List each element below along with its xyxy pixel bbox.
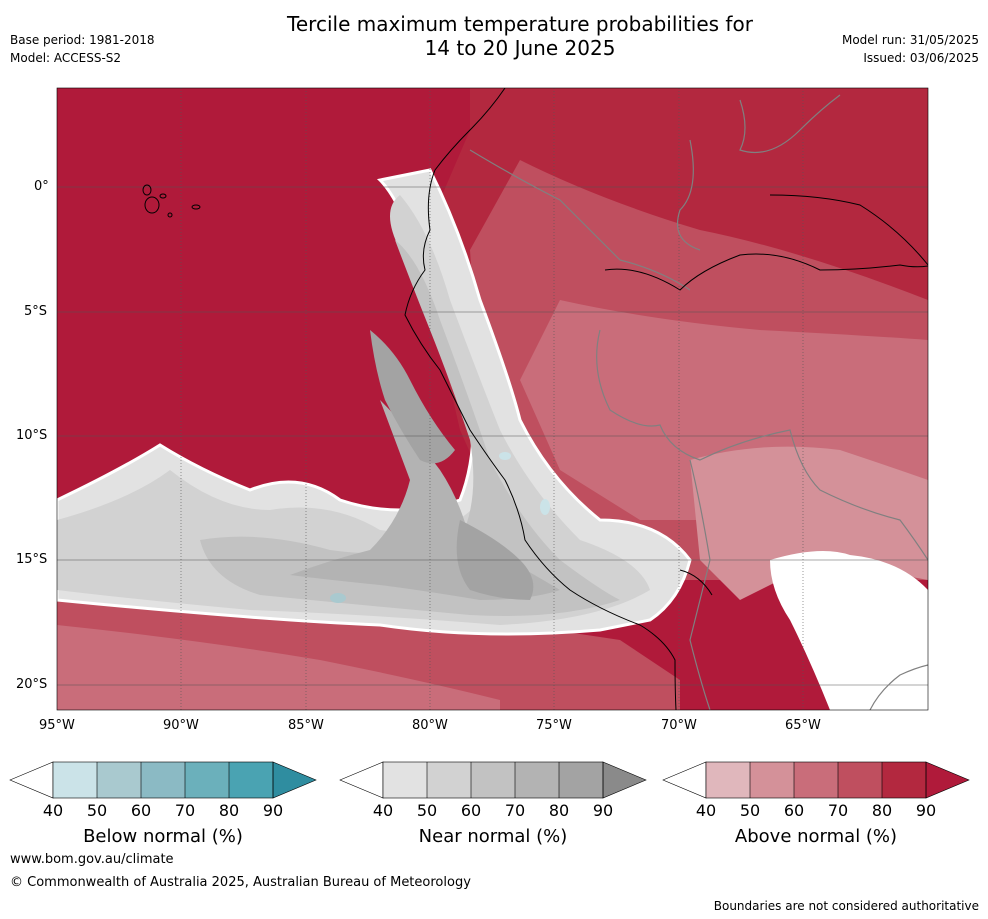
tick: 60	[783, 801, 805, 820]
lat-label: 20°S	[16, 677, 48, 692]
no-dominant-region	[770, 551, 928, 710]
lon-label: 95°W	[39, 718, 75, 733]
tick: 40	[695, 801, 717, 820]
tick: 80	[871, 801, 893, 820]
tick: 60	[460, 801, 482, 820]
tick: 80	[548, 801, 570, 820]
header-left: Base period: 1981-2018 Model: ACCESS-S2	[10, 31, 155, 67]
tick: 80	[218, 801, 240, 820]
colorbar-below	[9, 761, 317, 799]
tick: 90	[915, 801, 937, 820]
tick: 50	[739, 801, 761, 820]
tick: 90	[262, 801, 284, 820]
tick: 40	[42, 801, 64, 820]
below-normal-spot	[499, 452, 511, 460]
base-period: Base period: 1981-2018	[10, 33, 155, 47]
tick: 50	[416, 801, 438, 820]
lon-label: 70°W	[661, 718, 697, 733]
footer-disclaimer: Boundaries are not considered authoritat…	[713, 899, 979, 913]
near-normal-label: Near normal (%)	[418, 826, 568, 847]
issued-date: Issued: 03/06/2025	[863, 51, 979, 65]
tick: 70	[827, 801, 849, 820]
tick: 50	[86, 801, 108, 820]
tick: 40	[372, 801, 394, 820]
coastline	[404, 88, 928, 710]
colorbar-above	[662, 761, 970, 799]
tick: 90	[592, 801, 614, 820]
lat-label: 10°S	[16, 428, 48, 443]
below-normal-label: Below normal (%)	[83, 826, 243, 847]
header-right: Model run: 31/05/2025 Issued: 03/06/2025	[842, 31, 979, 67]
near-60-region	[200, 240, 620, 616]
tick: 60	[130, 801, 152, 820]
map-title: Tercile maximum temperature probabilitie…	[0, 12, 988, 60]
gridlines	[57, 88, 928, 710]
below-normal-spot	[540, 499, 550, 515]
map-fill	[57, 88, 928, 710]
lon-label: 75°W	[536, 718, 572, 733]
country-boundaries	[469, 94, 928, 710]
footer-copyright: © Commonwealth of Australia 2025, Austra…	[10, 875, 471, 890]
lon-label: 65°W	[785, 718, 821, 733]
model-run: Model run: 31/05/2025	[841, 33, 979, 47]
lat-label: 15°S	[16, 552, 48, 567]
lon-label: 85°W	[288, 718, 324, 733]
title-line-2: 14 to 20 June 2025	[424, 36, 616, 60]
tick: 70	[174, 801, 196, 820]
below-normal-spot	[330, 593, 346, 603]
colorbars	[9, 761, 970, 799]
footer-url[interactable]: www.bom.gov.au/climate	[10, 852, 174, 867]
above-normal-label: Above normal (%)	[734, 826, 898, 847]
lon-label: 80°W	[412, 718, 448, 733]
lon-label: 90°W	[163, 718, 199, 733]
model-name: Model: ACCESS-S2	[10, 51, 122, 65]
lat-label: 0°	[34, 179, 49, 194]
colorbar-near	[339, 761, 647, 799]
lat-label: 5°S	[24, 304, 48, 319]
near-70-region	[290, 400, 560, 600]
near-80-region	[370, 330, 455, 464]
map-frame	[56, 87, 929, 711]
title-line-1: Tercile maximum temperature probabilitie…	[287, 12, 753, 36]
south-above-60	[57, 625, 500, 710]
tick: 70	[504, 801, 526, 820]
galapagos-islands	[142, 184, 201, 218]
